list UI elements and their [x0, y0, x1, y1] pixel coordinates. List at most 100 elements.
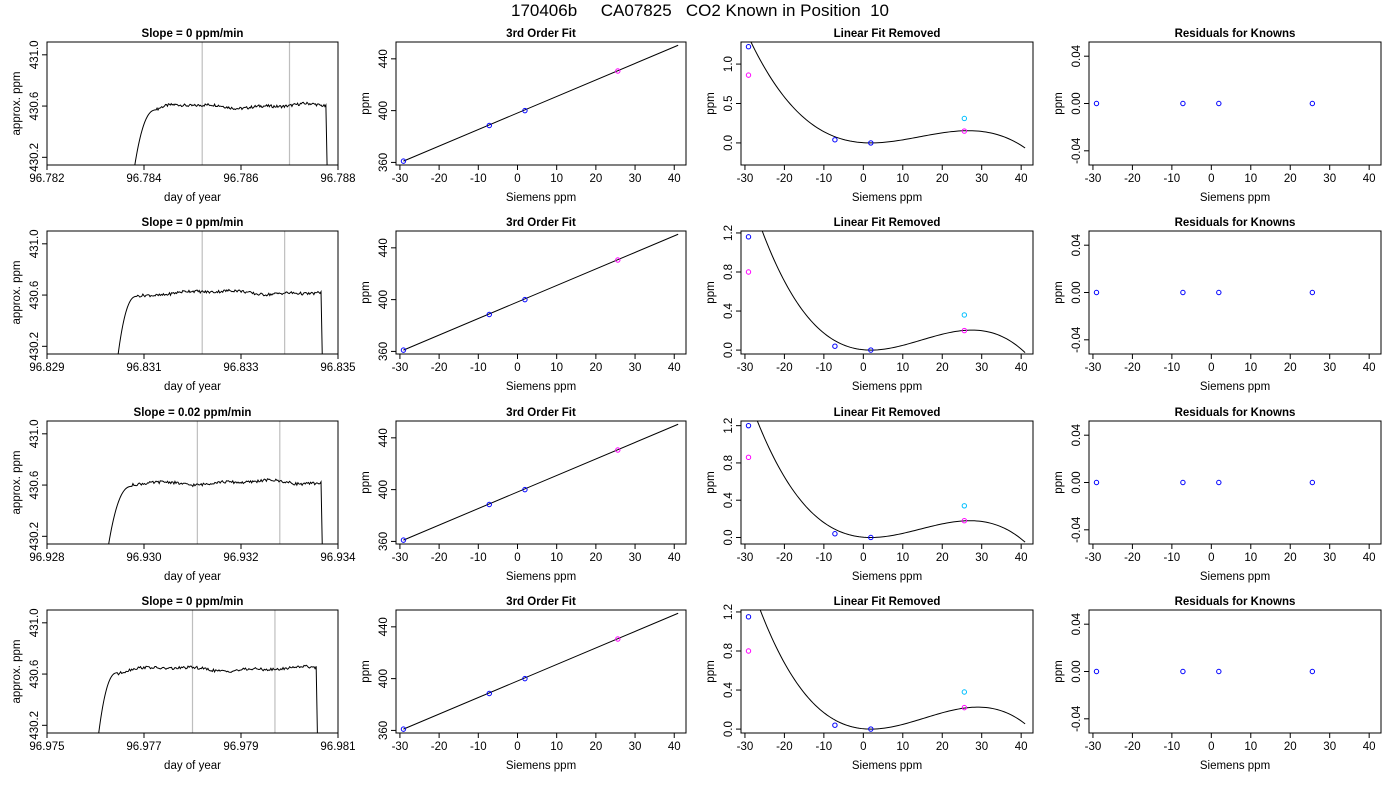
panel-title: Linear Fit Removed	[834, 28, 941, 40]
x-axis-label: Siemens ppm	[1200, 192, 1270, 204]
y-tick-label: 1.2	[723, 418, 735, 434]
data-point	[522, 675, 528, 682]
cubic-fit-curve	[759, 610, 1026, 730]
data-point	[1216, 100, 1222, 107]
data-point	[1309, 479, 1316, 486]
x-tick-label: 96.831	[126, 362, 161, 374]
plot-frame	[395, 41, 687, 166]
data-point	[615, 68, 621, 74]
data-point	[522, 296, 528, 303]
x-axis-label: day of year	[164, 381, 221, 393]
data-point	[615, 447, 621, 453]
x-tick-label: -10	[470, 362, 487, 374]
plot-frame	[395, 420, 687, 545]
x-tick-label: 20	[936, 552, 949, 564]
fit-line	[403, 423, 679, 541]
series-trace	[134, 101, 328, 165]
panel-r2-c4: Residuals for Knowns -30 -20 -10 0 10 20 30 40 -0…	[1053, 217, 1382, 393]
y-axis-label: ppm	[360, 281, 372, 303]
x-axis-label: Siemens ppm	[506, 192, 576, 204]
data-point	[1180, 100, 1186, 107]
panel-title: Residuals for Knowns	[1175, 596, 1296, 608]
x-tick-label: 40	[668, 552, 681, 564]
y-tick-label: 430.2	[29, 522, 41, 551]
data-point	[400, 537, 407, 543]
x-tick-label: 40	[668, 173, 681, 185]
y-tick-label: 0.0	[723, 529, 735, 545]
panel-r2-c3: Linear Fit Removed -30 -20 -10 0 10 20 30 40 0.0 0…	[705, 217, 1034, 393]
x-tick-label: -30	[1085, 741, 1102, 753]
x-tick-label: 0	[1208, 173, 1214, 185]
x-axis-label: Siemens ppm	[1200, 381, 1270, 393]
y-tick-label: 400	[378, 101, 390, 120]
x-tick-label: 10	[896, 173, 909, 185]
data-point	[745, 269, 752, 275]
panel-r1-c4: Residuals for Knowns -30 -20 -10 0 10 20 30 40 -0…	[1053, 28, 1382, 204]
y-tick-label: 0.4	[723, 302, 735, 319]
data-point	[1093, 100, 1100, 107]
panel-title: Slope = 0 ppm/min	[142, 217, 244, 229]
data-point	[745, 454, 752, 461]
data-point	[486, 311, 492, 318]
y-tick-label: 360	[378, 721, 390, 740]
x-tick-label: -20	[431, 741, 448, 753]
x-tick-label: 40	[1015, 552, 1028, 564]
x-tick-label: 30	[1323, 741, 1336, 753]
x-tick-label: 10	[896, 741, 909, 753]
data-point	[1216, 479, 1222, 486]
x-tick-label: -20	[431, 173, 448, 185]
x-tick-label: -10	[1164, 173, 1181, 185]
y-tick-label: 0.04	[1071, 612, 1083, 635]
plot-area	[117, 288, 323, 354]
y-axis-label: approx. ppm	[11, 72, 23, 136]
x-tick-label: -30	[737, 362, 754, 374]
panel-r3-c4: Residuals for Knowns -30 -20 -10 0 10 20 30 40 -0…	[1053, 407, 1382, 583]
x-tick-label: -10	[470, 173, 487, 185]
data-point	[961, 115, 968, 122]
y-tick-label: 400	[378, 669, 390, 688]
data-point	[1093, 668, 1100, 675]
y-tick-label: 360	[378, 153, 390, 172]
y-tick-label: 360	[378, 532, 390, 551]
x-tick-label: 30	[975, 741, 988, 753]
x-tick-label: -30	[1085, 362, 1102, 374]
panel-title: Slope = 0 ppm/min	[142, 28, 244, 40]
y-axis-label: approx. ppm	[11, 451, 23, 515]
y-tick-label: 0.4	[723, 681, 735, 698]
y-tick-label: 1.2	[723, 604, 735, 620]
x-tick-label: -20	[431, 552, 448, 564]
x-tick-label: 10	[550, 362, 563, 374]
data-point	[1309, 668, 1316, 675]
panel-title: Linear Fit Removed	[834, 407, 941, 419]
panel-r4-c4: Residuals for Knowns -30 -20 -10 0 10 20 30 40 -0…	[1053, 596, 1382, 772]
y-tick-label: 440	[378, 238, 390, 257]
x-tick-label: 30	[629, 173, 642, 185]
y-axis-label: ppm	[360, 92, 372, 114]
data-point	[486, 501, 492, 508]
x-tick-label: 20	[589, 552, 602, 564]
data-point	[1309, 100, 1316, 107]
panel-title: Residuals for Knowns	[1175, 407, 1296, 419]
plot-area	[403, 612, 679, 730]
x-tick-label: 0	[1208, 362, 1214, 374]
y-axis-label: ppm	[360, 471, 372, 493]
plot-area	[761, 231, 1026, 354]
x-tick-label: -20	[776, 173, 793, 185]
x-tick-label: -10	[1164, 741, 1181, 753]
y-tick-label: 0.00	[1071, 281, 1083, 303]
x-tick-label: 30	[975, 552, 988, 564]
cubic-fit-curve	[761, 231, 1026, 354]
data-point	[961, 312, 968, 318]
x-tick-label: 10	[1244, 741, 1257, 753]
y-tick-label: 1.2	[723, 225, 735, 241]
x-tick-label: -20	[1124, 173, 1141, 185]
data-point	[615, 636, 621, 642]
panel-r2-c2: 3rd Order Fit -30 -20 -10 0 10 20 30 40 360 400 440…	[360, 217, 687, 393]
data-point	[961, 503, 968, 509]
plot-frame	[740, 609, 1034, 734]
panel-title: 3rd Order Fit	[506, 217, 576, 229]
x-tick-label: -10	[1164, 552, 1181, 564]
y-axis-label: ppm	[1053, 92, 1065, 114]
x-axis-label: Siemens ppm	[1200, 760, 1270, 772]
